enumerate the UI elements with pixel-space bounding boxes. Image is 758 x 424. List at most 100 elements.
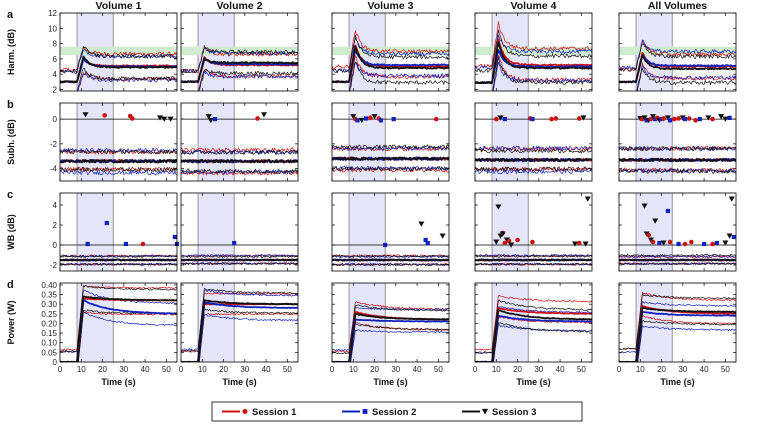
x-tick-label: 0 (617, 365, 622, 374)
row-ylabel: Power (W) (6, 300, 16, 344)
session-2-marker (423, 237, 428, 243)
session-3-band (619, 168, 736, 174)
series-group (60, 46, 177, 91)
panel-frame (180, 192, 299, 272)
session-3-marker (358, 117, 365, 124)
y-tick-label: 0 (53, 358, 58, 367)
session-1-band (181, 147, 298, 153)
session-3-band (475, 262, 592, 266)
session-2-marker (731, 234, 736, 240)
x-tick-label: 10 (636, 365, 645, 374)
legend-triangle-marker (481, 408, 489, 415)
session-3-band (492, 56, 592, 91)
row-ylabel: WB (dB) (6, 214, 16, 250)
session-3-marker (722, 116, 729, 122)
panel-b-1: -4 -2 0 (50, 102, 178, 182)
panel-d-5: 0 10 20 30 40 50 Time (s) (617, 282, 737, 387)
x-tick-label: 30 (240, 365, 249, 374)
session-2-band (332, 165, 449, 171)
column-title: Volume 3 (368, 0, 414, 12)
panel-letter: d (7, 279, 14, 291)
x-tick-label: 50 (283, 365, 292, 374)
green-band (619, 46, 736, 56)
session-2-band (332, 37, 449, 73)
x-tick-label: 30 (678, 365, 687, 374)
session-1-marker (515, 237, 520, 243)
session-3-band (60, 263, 177, 266)
session-3-band (181, 262, 298, 266)
column-title: Volume 2 (217, 0, 263, 12)
session-2-marker (665, 208, 671, 214)
x-axis-label: Time (s) (222, 377, 256, 387)
session-2-marker (727, 115, 732, 120)
session-3-marker (508, 242, 515, 248)
series-group (60, 147, 177, 176)
session-1-marker (502, 240, 508, 246)
session-3-band (619, 293, 736, 350)
panel-a-2: Volume 2 (180, 0, 299, 92)
series-group (60, 285, 177, 362)
session-2-marker (425, 240, 430, 246)
series-group (181, 44, 298, 91)
session-3-marker (722, 240, 729, 246)
session-1-marker (648, 116, 654, 122)
y-tick-label: 6 (53, 55, 58, 64)
session-3-marker (207, 117, 214, 124)
panel-b-2 (180, 102, 299, 182)
session-2-band (475, 145, 592, 151)
session-3-marker (641, 115, 648, 121)
x-axis-label: Time (s) (101, 377, 135, 387)
x-tick-label: 10 (492, 365, 501, 374)
session-3-mean (181, 258, 298, 262)
x-tick-label: 10 (198, 365, 207, 374)
session-2-marker (85, 241, 90, 247)
shaded-interval (77, 193, 114, 271)
session-3-mean (60, 295, 177, 362)
session-3-marker (647, 237, 654, 243)
panel-c-5 (618, 192, 737, 272)
y-tick-label: -4 (50, 165, 58, 174)
x-tick-label: 40 (556, 365, 565, 374)
x-tick-label: 50 (577, 365, 586, 374)
session-3-marker (497, 115, 504, 121)
session-2-marker (172, 234, 177, 240)
y-tick-label: 12 (48, 9, 57, 18)
shaded-interval (198, 193, 235, 271)
session-3-marker (718, 114, 725, 120)
session-3-mean (475, 41, 592, 85)
session-3-band (350, 322, 449, 362)
series-group (181, 254, 298, 266)
panel-letter: c (7, 189, 13, 201)
series-group (475, 145, 592, 174)
green-band (332, 46, 449, 56)
panel-frame (474, 192, 593, 272)
session-3-band (60, 166, 177, 172)
panel-c-1: -2 0 2 4 (50, 192, 180, 272)
session-1-marker (710, 241, 715, 247)
session-3-band (493, 322, 592, 362)
session-2-band (339, 61, 449, 91)
session-3-mean (332, 313, 449, 362)
x-tick-label: 30 (534, 365, 543, 374)
session-3-marker (499, 231, 506, 237)
x-axis-label: Time (s) (660, 377, 694, 387)
y-tick-label: 0.05 (41, 348, 57, 357)
session-2-marker (212, 116, 218, 122)
session-2-band (619, 255, 736, 258)
session-3-marker (82, 112, 89, 118)
session-3-band (60, 46, 177, 73)
panel-d-1: 00.050.100.150.200.250.300.350.40 0 10 20 30… (41, 281, 178, 387)
session-2-band (60, 262, 177, 266)
x-axis-label: Time (s) (516, 377, 550, 387)
session-3-band (475, 254, 592, 258)
session-1-marker (667, 239, 673, 245)
panel-letter: b (7, 99, 14, 111)
session-3-marker (167, 116, 174, 122)
session-2-marker (530, 116, 535, 122)
x-tick-label: 0 (473, 365, 478, 374)
session-3-band (60, 285, 177, 353)
shaded-interval (636, 193, 673, 271)
session-3-band (619, 146, 736, 152)
session-1-marker (102, 113, 107, 118)
panel-frame (331, 102, 450, 182)
